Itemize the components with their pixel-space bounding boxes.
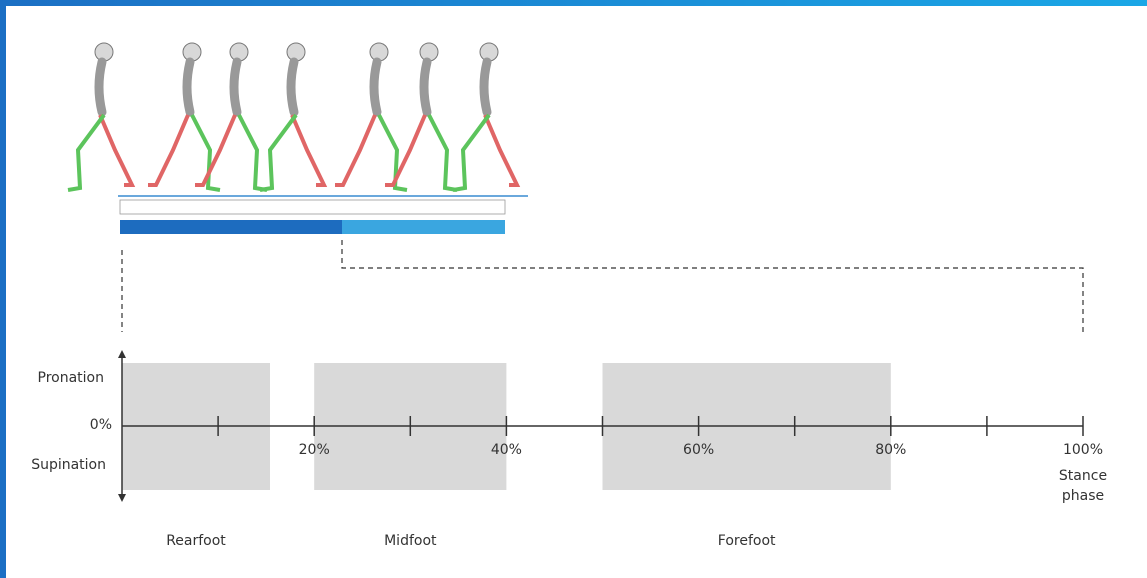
region-label: Rearfoot: [166, 533, 226, 549]
label-line: phase: [1062, 488, 1104, 504]
y-upper-label: Pronation: [38, 370, 104, 386]
torso: [229, 57, 242, 117]
figure: [195, 42, 268, 192]
torso: [479, 57, 492, 117]
leg-green: [452, 113, 491, 192]
region-label: Forefoot: [718, 533, 776, 549]
figure: [259, 42, 328, 192]
leg-red: [483, 114, 521, 187]
leg-red: [335, 114, 377, 187]
leg-red: [148, 114, 190, 187]
leg-green: [67, 113, 106, 192]
leg-red: [290, 114, 328, 187]
figure: [335, 42, 408, 192]
region-label: Midfoot: [384, 533, 437, 549]
connector-lines: [121, 240, 1084, 332]
x-tick-label: 20%: [299, 442, 330, 458]
y-zero-label: 0%: [90, 417, 112, 433]
torso: [419, 57, 432, 117]
torso: [182, 57, 195, 117]
figure: [385, 42, 458, 192]
leg-green: [377, 114, 408, 192]
label-line: Stance: [1059, 468, 1107, 484]
x-tick-label: 80%: [875, 442, 906, 458]
leg-green: [427, 114, 458, 192]
left-border: [0, 0, 6, 578]
swing-bar: [342, 220, 505, 234]
walking-figures: [67, 42, 521, 192]
x-tick-label: 100%: [1063, 442, 1103, 458]
y-lower-label: Supination: [31, 457, 106, 473]
torso: [286, 57, 299, 117]
foot-chart: Rearfoot Midfoot Forefoot 20% 40% 60% 80% 100% S…: [118, 350, 1107, 549]
phase-brackets: [119, 199, 506, 215]
figure: [452, 42, 521, 192]
leg-red: [385, 114, 427, 187]
leg-red: [195, 114, 237, 187]
figure: [67, 42, 136, 192]
leg-green: [237, 114, 268, 192]
y-arrow-up: [118, 350, 126, 358]
x-tick-label: 40%: [491, 442, 522, 458]
stance-bar: [120, 220, 342, 234]
x-axis-label: Stance phase: [1059, 468, 1107, 504]
torso: [369, 57, 382, 117]
top-border: [0, 0, 1147, 6]
leg-green: [259, 113, 298, 192]
x-tick-label: 60%: [683, 442, 714, 458]
torso: [94, 57, 107, 117]
y-arrow-down: [118, 494, 126, 502]
leg-red: [98, 114, 136, 187]
